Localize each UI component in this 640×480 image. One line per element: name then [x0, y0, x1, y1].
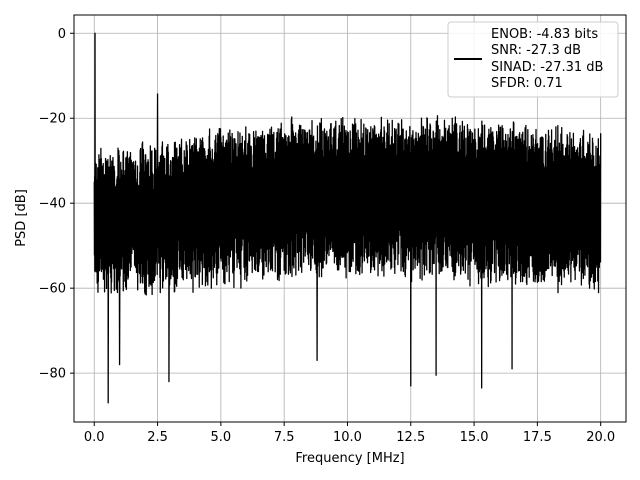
plot-frame [73, 14, 627, 423]
legend-enob: ENOB: -4.83 bits [491, 27, 598, 42]
x-tick-label: 12.5 [396, 430, 425, 445]
legend-snr: SNR: -27.3 dB [491, 43, 581, 58]
x-tick-label: 17.5 [523, 430, 552, 445]
y-axis-label: PSD [dB] [14, 189, 29, 247]
x-tick-label: 0.0 [84, 430, 105, 445]
y-axis-ticks: 0 −20 −40 −60 −80 [39, 27, 74, 382]
x-tick-label: 10.0 [333, 430, 362, 445]
y-tick-label: 0 [58, 27, 66, 42]
psd-trace [93, 32, 602, 404]
legend: ENOB: -4.83 bits SNR: -27.3 dB SINAD: -2… [447, 21, 619, 98]
psd-trace-group [93, 32, 602, 404]
legend-box [447, 21, 619, 98]
x-tick-label: 20.0 [586, 430, 615, 445]
legend-sfdr: SFDR: 0.71 [491, 76, 563, 91]
x-tick-label: 5.0 [211, 430, 232, 445]
x-axis-ticks: 0.0 2.5 5.0 7.5 10.0 12.5 15.0 17.5 20.0 [84, 422, 615, 445]
y-tick-label: −60 [39, 282, 66, 297]
x-tick-label: 2.5 [147, 430, 168, 445]
x-tick-label: 7.5 [274, 430, 295, 445]
x-tick-label: 15.0 [460, 430, 489, 445]
y-tick-label: −80 [39, 367, 66, 382]
y-tick-label: −20 [39, 112, 66, 127]
legend-sinad: SINAD: -27.31 dB [491, 60, 603, 75]
y-tick-label: −40 [39, 197, 66, 212]
x-axis-label: Frequency [MHz] [295, 451, 404, 466]
